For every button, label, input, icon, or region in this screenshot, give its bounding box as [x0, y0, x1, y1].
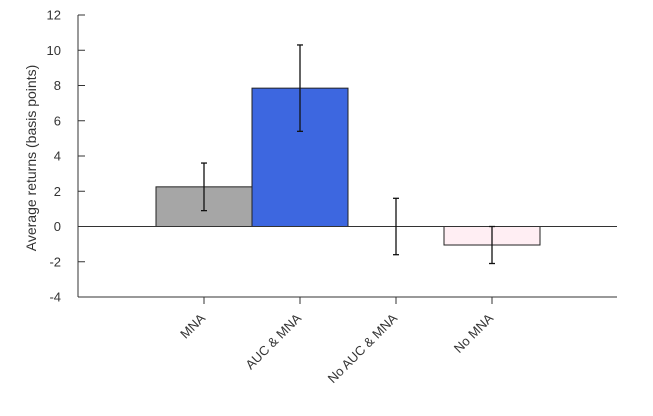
y-tick-label-1: -2 — [49, 254, 61, 269]
y-tick-label-0: -4 — [49, 290, 61, 305]
y-axis-title: Average returns (basis points) — [23, 65, 39, 252]
x-category-label-0: MNA — [177, 310, 208, 341]
y-tick-label-6: 8 — [54, 78, 61, 93]
x-category-label-1: AUC & MNA — [242, 310, 304, 372]
y-tick-label-2: 0 — [54, 219, 61, 234]
x-category-label-3: No MNA — [451, 310, 497, 356]
plot-area: -4 -2 0 2 4 6 8 10 12 MNA AUC & MNA No AUC & MNA No … — [47, 8, 617, 386]
x-category-label-2: No AUC & MNA — [325, 310, 401, 386]
y-tick-label-4: 4 — [54, 149, 61, 164]
y-tick-label-7: 10 — [47, 43, 61, 58]
y-tick-label-3: 2 — [54, 184, 61, 199]
y-tick-label-5: 6 — [54, 113, 61, 128]
y-tick-label-8: 12 — [47, 8, 61, 23]
